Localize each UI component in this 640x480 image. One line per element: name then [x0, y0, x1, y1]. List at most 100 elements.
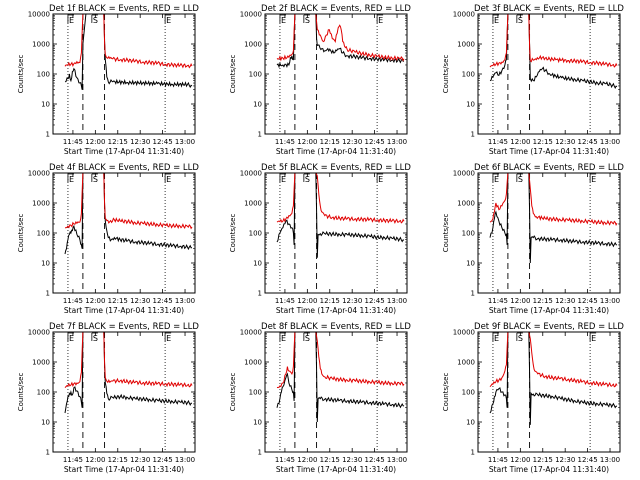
y-tick-label: 100	[249, 389, 262, 397]
marker-flag	[279, 173, 286, 182]
detector-panel-1: Det 1f BLACK = Events, RED = LLD Counts/s…	[17, 4, 199, 156]
marker-flag	[589, 173, 597, 182]
x-tick-label: 12:00	[85, 297, 105, 305]
y-tick-label: 10	[41, 101, 50, 109]
y-axis-label: Counts/sec	[229, 214, 237, 253]
panel-title: Det 3f BLACK = Events, RED = LLD	[474, 4, 624, 14]
plot-frame	[52, 172, 196, 294]
x-tick-label: 11:45	[63, 456, 83, 464]
x-tick-label: 12:00	[85, 456, 105, 464]
marker-flag	[376, 173, 384, 182]
marker-flag	[516, 173, 523, 182]
marker-label: S	[93, 16, 98, 25]
plot-frame	[477, 331, 621, 453]
x-tick-label: 12:15	[533, 138, 553, 146]
y-tick-label: 1000	[457, 41, 475, 49]
x-axis-label: Start Time (17-Apr-04 11:31:40)	[64, 147, 184, 156]
y-tick-label: 10000	[240, 11, 262, 19]
series-lld-line	[489, 173, 618, 226]
x-axis-label: Start Time (17-Apr-04 11:31:40)	[489, 465, 609, 474]
y-axis-label: Counts/sec	[229, 55, 237, 94]
marker-label: E	[69, 334, 74, 343]
panel-title: Det 2f BLACK = Events, RED = LLD	[261, 4, 411, 14]
series-events-line	[64, 332, 192, 414]
y-tick-label: 10	[253, 260, 262, 268]
x-tick-label: 11:45	[275, 456, 295, 464]
x-tick-label: 12:45	[365, 456, 385, 464]
y-tick-label: 1000	[244, 359, 262, 367]
x-tick-label: 12:00	[297, 297, 317, 305]
x-tick-label: 11:45	[63, 138, 83, 146]
x-tick-label: 13:00	[175, 297, 195, 305]
y-tick-label: 1000	[244, 200, 262, 208]
marker-label: S	[305, 175, 310, 184]
x-tick-label: 12:30	[130, 297, 150, 305]
series-lld-line	[64, 14, 193, 69]
y-axis-label: Counts/sec	[17, 214, 25, 253]
marker-flag	[589, 14, 597, 23]
detector-panel-4: Det 4f BLACK = Events, RED = LLD Counts/s…	[17, 163, 199, 315]
detector-panel-8: Det 8f BLACK = Events, RED = LLD Counts/s…	[229, 322, 411, 474]
marker-label: E	[166, 16, 171, 25]
y-tick-label: 1000	[244, 41, 262, 49]
x-tick-label: 12:45	[578, 138, 598, 146]
x-tick-label: 12:30	[130, 138, 150, 146]
y-tick-label: 10000	[28, 11, 50, 19]
y-tick-label: 1	[46, 449, 50, 457]
panel-title: Det 5f BLACK = Events, RED = LLD	[261, 163, 411, 173]
x-tick-label: 13:00	[175, 138, 195, 146]
series-events-line	[489, 332, 618, 425]
series-events-line	[276, 14, 405, 69]
x-tick-label: 12:30	[342, 138, 362, 146]
y-axis-label: Counts/sec	[17, 373, 25, 412]
x-tick-label: 13:00	[600, 297, 620, 305]
detector-panel-3: Det 3f BLACK = Events, RED = LLD Counts/s…	[442, 4, 624, 156]
x-tick-label: 13:00	[600, 138, 620, 146]
y-tick-label: 1	[471, 290, 475, 298]
y-tick-label: 100	[462, 230, 475, 238]
x-axis-label: Start Time (17-Apr-04 11:31:40)	[276, 147, 396, 156]
marker-flag	[91, 332, 98, 341]
series-lld-line	[64, 173, 193, 230]
marker-label: S	[305, 16, 310, 25]
x-tick-label: 12:00	[510, 297, 530, 305]
y-tick-label: 10000	[453, 170, 475, 178]
y-axis-label: Counts/sec	[229, 373, 237, 412]
panel-title: Det 1f BLACK = Events, RED = LLD	[49, 4, 199, 14]
x-tick-label: 12:15	[533, 297, 553, 305]
panel-title: Det 9f BLACK = Events, RED = LLD	[474, 322, 624, 332]
marker-flag	[164, 173, 172, 182]
marker-flag	[164, 14, 172, 23]
x-tick-label: 12:15	[320, 138, 340, 146]
y-tick-label: 100	[249, 71, 262, 79]
marker-label: S	[93, 175, 98, 184]
series-events-line	[64, 173, 192, 255]
plot-frame	[52, 13, 196, 135]
x-tick-label: 12:00	[297, 456, 317, 464]
x-axis-label: Start Time (17-Apr-04 11:31:40)	[489, 306, 609, 315]
series-events-line	[64, 14, 193, 90]
y-tick-label: 1000	[32, 41, 50, 49]
x-tick-label: 13:00	[387, 138, 407, 146]
x-tick-label: 12:30	[342, 297, 362, 305]
x-tick-label: 11:45	[488, 297, 508, 305]
marker-flag	[516, 14, 523, 23]
panel-title: Det 7f BLACK = Events, RED = LLD	[49, 322, 199, 332]
plot-frame	[477, 172, 621, 294]
marker-flag	[492, 14, 499, 23]
x-tick-label: 12:45	[153, 456, 173, 464]
marker-label: E	[281, 175, 286, 184]
y-tick-label: 10	[253, 419, 262, 427]
marker-label: S	[93, 334, 98, 343]
marker-label: E	[281, 334, 286, 343]
plot-frame	[52, 331, 196, 453]
x-tick-label: 12:30	[555, 456, 575, 464]
marker-label: S	[305, 334, 310, 343]
y-tick-label: 1000	[32, 359, 50, 367]
x-tick-label: 12:15	[108, 456, 128, 464]
y-tick-label: 1	[471, 131, 475, 139]
marker-flag	[376, 332, 384, 341]
y-tick-label: 1000	[457, 200, 475, 208]
y-tick-label: 100	[37, 230, 50, 238]
y-tick-label: 10000	[28, 170, 50, 178]
